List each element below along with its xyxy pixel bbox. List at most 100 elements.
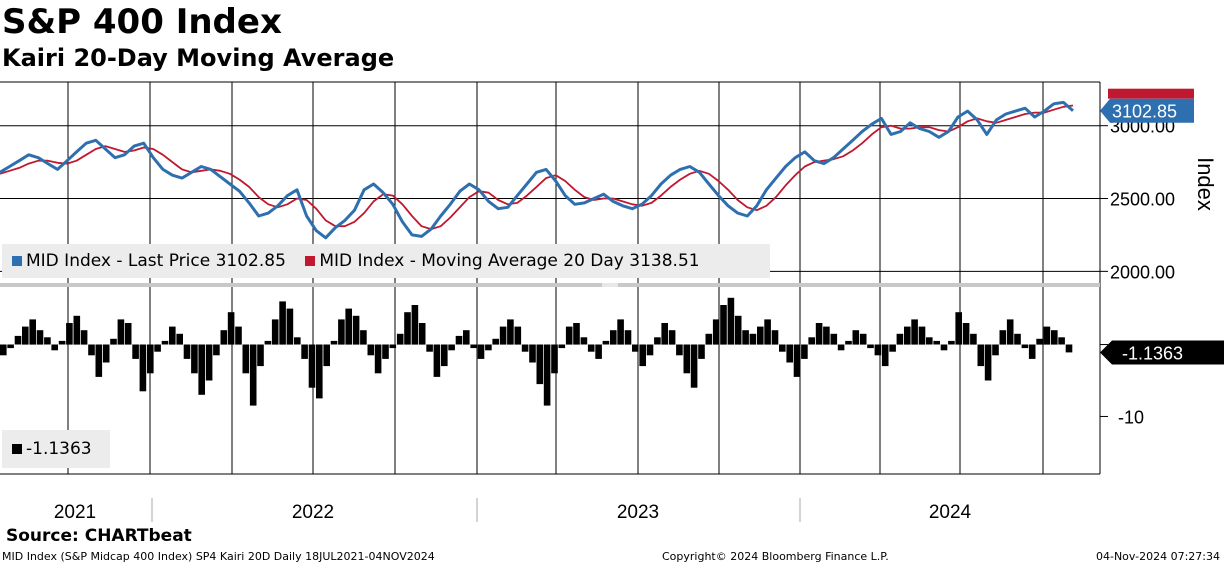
kairi-bar <box>316 344 323 399</box>
last-price-flag-label: 3102.85 <box>1112 102 1177 122</box>
kairi-bar <box>441 344 448 367</box>
kairi-bar <box>639 344 646 367</box>
kairi-bar <box>536 344 544 385</box>
kairi-bar <box>110 338 117 345</box>
kairi-bar <box>955 312 962 345</box>
kairi-bar <box>632 344 639 352</box>
kairi-bar <box>213 344 220 356</box>
kairi-bar <box>95 344 103 377</box>
kairi-bar <box>294 337 301 345</box>
kairi-bar <box>617 319 624 345</box>
kairi-legend-swatch <box>12 444 22 454</box>
kairi-bar <box>1021 344 1029 349</box>
kairi-bar <box>610 330 617 345</box>
kairi-bar <box>455 335 463 345</box>
kairi-bar <box>227 312 235 345</box>
kairi-bar <box>1051 330 1058 345</box>
kairi-bar <box>962 323 970 345</box>
kairi-tick-label-0: -10 <box>1118 407 1144 427</box>
footer-timestamp: 04-Nov-2024 07:27:34 <box>1095 550 1220 563</box>
kairi-bar <box>308 344 316 388</box>
kairi-bar <box>1006 319 1014 345</box>
kairi-bar <box>411 305 419 345</box>
kairi-bar <box>301 344 308 359</box>
kairi-bar <box>80 330 88 345</box>
kairi-bar <box>874 344 882 356</box>
kairi-bar <box>88 344 95 356</box>
ma-legend-label: MID Index - Moving Average 20 Day 3138.5… <box>319 251 700 271</box>
kairi-bar <box>205 344 213 381</box>
kairi-bar <box>1058 337 1065 345</box>
bar-series <box>0 297 1073 406</box>
kairi-bar <box>338 319 345 345</box>
kairi-bar <box>36 330 44 345</box>
price-tick-label-1: 2500.00 <box>1110 190 1175 210</box>
kairi-bar <box>235 326 242 345</box>
kairi-bar <box>940 344 948 351</box>
kairi-bar <box>661 323 668 345</box>
kairi-bar <box>66 323 73 345</box>
kairi-bar <box>360 330 367 345</box>
ma-legend-swatch <box>305 256 316 266</box>
kairi-bar <box>896 333 904 345</box>
kairi-bar <box>345 308 352 345</box>
kairi-bar <box>1043 326 1051 345</box>
kairi-bar <box>29 319 36 345</box>
kairi-legend: -1.1363 <box>2 430 110 468</box>
kairi-bar <box>7 344 14 349</box>
kairi-bar <box>786 344 793 363</box>
footer-ticker-info: MID Index (S&P Midcap 400 Index) SP4 Kai… <box>2 550 435 563</box>
kairi-bar <box>992 344 999 356</box>
kairi-bar <box>793 344 801 377</box>
last-price-flag <box>1100 98 1194 123</box>
kairi-bar <box>918 326 926 345</box>
kairi-bar <box>418 323 426 345</box>
kairi-bar <box>161 340 169 345</box>
kairi-bar <box>573 323 580 345</box>
kairi-bar <box>198 344 205 395</box>
x-year-label-0: 2021 <box>54 502 96 523</box>
kairi-bar <box>389 344 397 349</box>
kairi-bar <box>646 344 654 356</box>
kairi-bar <box>948 340 955 345</box>
kairi-bar <box>14 335 22 345</box>
kairi-bar <box>22 326 29 345</box>
kairi-bar <box>330 340 338 345</box>
kairi-legend-label: -1.1363 <box>26 439 92 459</box>
kairi-bar <box>139 344 147 392</box>
x-year-label-2: 2023 <box>617 502 659 523</box>
kairi-bar <box>470 344 477 349</box>
kairi-bar <box>904 326 911 345</box>
x-year-label-3: 2024 <box>929 502 972 523</box>
kairi-bar <box>242 344 250 374</box>
price-legend-swatch <box>12 256 22 266</box>
kairi-bar <box>1028 344 1036 359</box>
kairi-bar <box>815 323 823 345</box>
kairi-bar <box>463 330 470 345</box>
kairi-bar <box>830 333 838 345</box>
kairi-bar <box>433 344 441 377</box>
last-price-line <box>0 100 1074 240</box>
kairi-bar <box>595 344 602 359</box>
kairi-bar <box>551 344 558 374</box>
kairi-bar <box>852 330 860 345</box>
kairi-bar <box>764 319 771 345</box>
kairi-bar <box>624 330 632 345</box>
chart-title: S&P 400 Index <box>2 2 282 42</box>
kairi-bar <box>779 344 786 352</box>
kairi-bar <box>911 319 918 345</box>
kairi-bar <box>734 315 742 345</box>
ma-20-line <box>0 104 1074 230</box>
kairi-bar <box>507 319 514 345</box>
kairi-bar <box>249 344 257 406</box>
kairi-bar <box>984 344 992 381</box>
kairi-bar <box>808 337 815 345</box>
kairi-bar <box>448 344 455 351</box>
kairi-bar <box>859 333 867 345</box>
kairi-bar <box>529 344 536 363</box>
price-axis-label: Index <box>1193 157 1218 211</box>
kairi-bar <box>382 344 389 359</box>
kairi-bar <box>514 326 522 345</box>
panel-divider <box>0 283 1100 287</box>
kairi-bar <box>668 330 676 345</box>
